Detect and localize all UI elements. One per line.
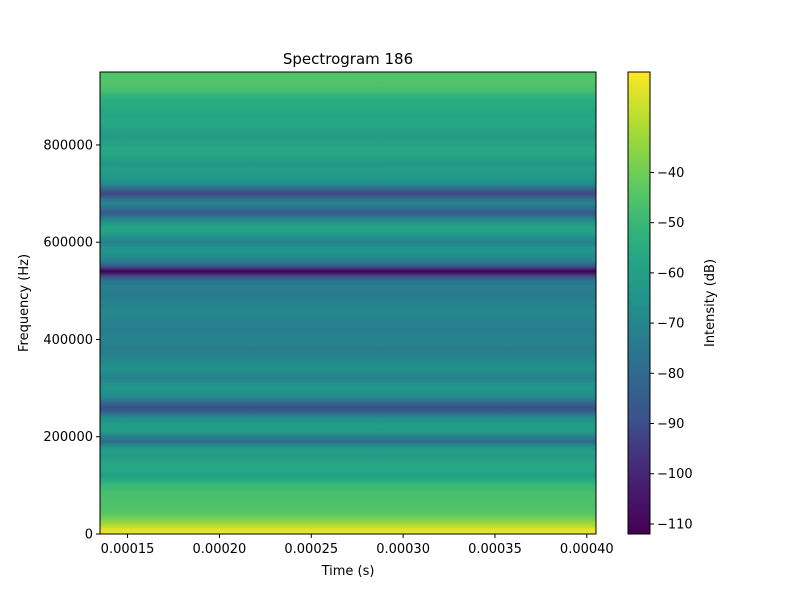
colorbar-tick-label: −60	[657, 266, 684, 281]
y-axis-label: Frequency (Hz)	[17, 254, 32, 352]
spectrogram-heatmap	[100, 72, 596, 534]
colorbar-tick-label: −90	[657, 417, 684, 432]
x-tick-label: 0.00030	[376, 542, 430, 557]
colorbar-tick-label: −100	[657, 467, 693, 482]
x-tick-label: 0.00035	[468, 542, 522, 557]
colorbar-tick-label: −50	[657, 216, 684, 231]
y-axis-ticks: 0 200000 400000 600000 800000	[43, 138, 100, 543]
x-tick-label: 0.00015	[101, 542, 155, 557]
colorbar	[628, 72, 650, 534]
x-tick-label: 0.00040	[560, 542, 614, 557]
colorbar-tick-label: −40	[657, 166, 684, 181]
y-tick-label: 0	[85, 528, 93, 543]
chart-title: Spectrogram 186	[283, 50, 413, 68]
x-tick-label: 0.00020	[193, 542, 247, 557]
colorbar-tick-label: −110	[657, 517, 693, 532]
y-tick-label: 200000	[43, 430, 93, 445]
x-axis-label: Time (s)	[321, 564, 375, 579]
colorbar-label: Intensity (dB)	[703, 259, 718, 347]
y-tick-label: 800000	[43, 138, 93, 153]
plot-frame	[99, 71, 597, 535]
colorbar-ticks: −40 −50 −60 −70 −80 −90 −100 −110	[650, 166, 693, 532]
colorbar-tick-label: −80	[657, 367, 684, 382]
y-tick-label: 600000	[43, 236, 93, 251]
colorbar-frame	[627, 71, 651, 535]
colorbar-tick-label: −70	[657, 317, 684, 332]
x-axis-ticks: 0.00015 0.00020 0.00025 0.00030 0.00035 0.000…	[101, 534, 614, 557]
x-tick-label: 0.00025	[284, 542, 338, 557]
y-tick-label: 400000	[43, 333, 93, 348]
